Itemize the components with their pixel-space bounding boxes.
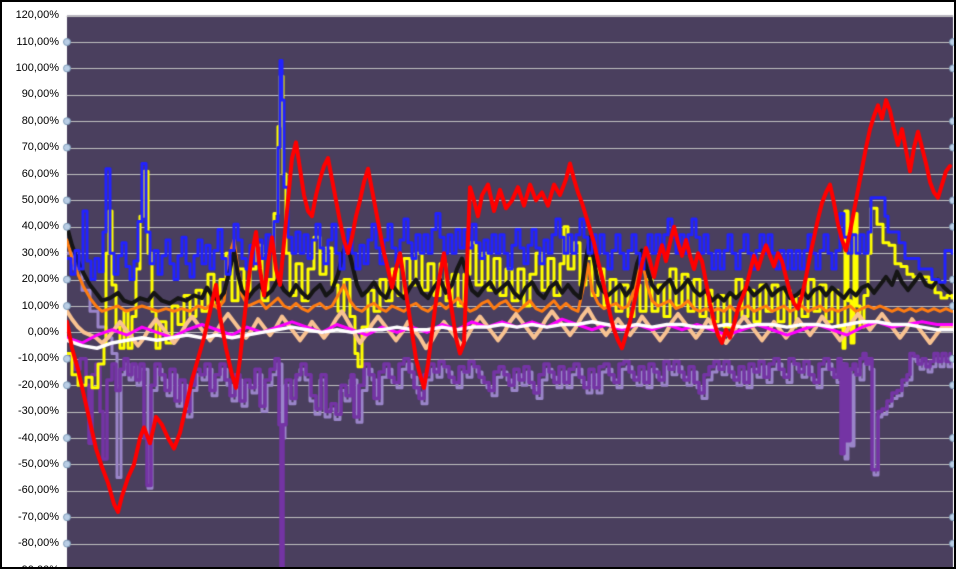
y-axis-label: 100,00% xyxy=(15,61,59,74)
y-axis-label: 10,00% xyxy=(21,299,59,312)
y-axis-label: -40,00% xyxy=(18,431,59,444)
y-axis-label: 30,00% xyxy=(21,246,59,259)
y-axis-label: -80,00% xyxy=(18,537,59,550)
y-axis-label: 0,00% xyxy=(27,325,59,338)
y-axis-label: 60,00% xyxy=(21,167,59,180)
y-axis-label: 120,00% xyxy=(15,9,59,22)
y-axis-label: -90,00% xyxy=(2,564,59,568)
y-axis-label: 90,00% xyxy=(21,88,59,101)
y-axis-label: -70,00% xyxy=(18,510,59,523)
y-axis-label: 20,00% xyxy=(21,273,59,286)
y-axis-label: -60,00% xyxy=(18,484,59,497)
y-axis-label: 110,00% xyxy=(16,35,59,48)
y-axis-label: 40,00% xyxy=(21,220,59,233)
y-axis-label: 70,00% xyxy=(21,141,59,154)
y-axis-label: -50,00% xyxy=(18,457,59,470)
y-axis-label: 80,00% xyxy=(21,114,59,127)
y-axis-label: -20,00% xyxy=(18,378,59,391)
y-axis-label: 50,00% xyxy=(21,193,59,206)
y-axis-label: -10,00% xyxy=(18,352,59,365)
y-axis-label: -30,00% xyxy=(18,405,59,418)
